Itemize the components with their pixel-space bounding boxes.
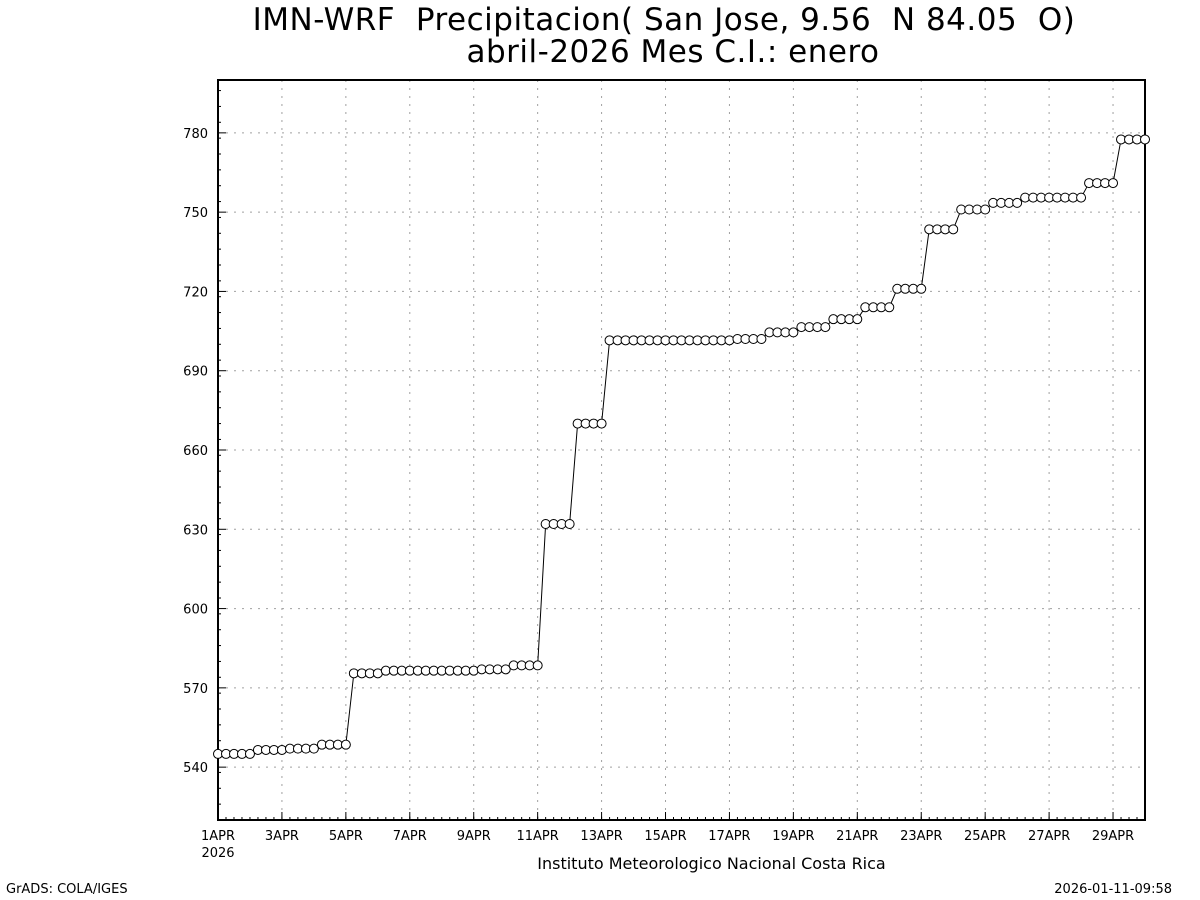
data-point: [1140, 134, 1150, 145]
y-tick-label: 720: [183, 285, 208, 300]
data-point: [500, 664, 511, 675]
y-tick-label: 570: [183, 682, 208, 697]
data-point: [884, 302, 895, 313]
data-point: [724, 335, 735, 346]
chart-subtitle: abril-2026 Mes C.I.: enero: [466, 34, 880, 70]
grads-credit: GrADS: COLA/IGES: [6, 882, 128, 897]
y-axis: 540 570 600 630 660 690 720 750 780: [183, 90, 226, 821]
x-tick-label: 17APR: [708, 829, 750, 844]
x-tick-label: 19APR: [772, 829, 814, 844]
y-tick-label: 780: [183, 127, 208, 142]
data-point: [340, 739, 351, 750]
data-point: [564, 519, 575, 529]
x-tick-label: 1APR: [201, 829, 235, 844]
data-point: [1108, 178, 1119, 189]
data-point: [916, 283, 927, 294]
x-tick-label: 29APR: [1092, 829, 1134, 844]
y-tick-label: 690: [183, 365, 208, 380]
plot-frame: [217, 79, 1146, 821]
x-tick-label: 27APR: [1028, 829, 1070, 844]
x-tick-label: 25APR: [964, 829, 1006, 844]
y-tick-label: 540: [183, 761, 208, 776]
series-line: [218, 138, 1145, 755]
grid-lines: [218, 80, 1145, 820]
x-tick-label: 7APR: [393, 829, 427, 844]
data-point: [308, 743, 319, 754]
x-axis: 1APR 3APR 5APR 7APR 9APR 11APR 13APR 15APR 17APR…: [201, 812, 1146, 844]
y-tick-label: 750: [183, 206, 208, 221]
x-tick-label: 21APR: [836, 829, 878, 844]
x-tick-label: 15APR: [644, 829, 686, 844]
data-point: [980, 204, 991, 215]
x-tick-label: 23APR: [900, 829, 942, 844]
chart-title: IMN-WRF Precipitacion( San Jose, 9.56 N …: [252, 2, 1076, 38]
data-point: [756, 334, 767, 344]
timestamp: 2026-01-11-09:58: [1054, 882, 1172, 897]
data-point: [276, 744, 287, 755]
data-point: [532, 660, 543, 671]
y-tick-label: 630: [183, 523, 208, 538]
data-point: [948, 224, 959, 235]
x-tick-label: 3APR: [265, 829, 299, 844]
data-point: [244, 748, 255, 759]
data-point: [1076, 192, 1087, 203]
data-point: [596, 418, 607, 429]
x-year-label: 2026: [201, 846, 234, 861]
x-tick-label: 11APR: [516, 829, 558, 844]
x-tick-label: 13APR: [580, 829, 622, 844]
x-tick-label: 5APR: [329, 829, 363, 844]
data-point: [852, 314, 863, 325]
y-tick-label: 660: [183, 444, 208, 459]
x-axis-label: Instituto Meteorologico Nacional Costa R…: [537, 854, 885, 873]
data-point: [1012, 197, 1023, 208]
y-tick-label: 600: [183, 603, 208, 618]
data-point: [468, 665, 479, 676]
series-0: [213, 134, 1150, 759]
x-tick-label: 9APR: [457, 829, 491, 844]
data-point: [820, 322, 831, 333]
data-point: [788, 327, 799, 338]
